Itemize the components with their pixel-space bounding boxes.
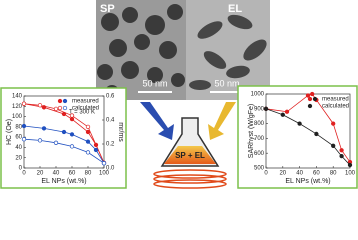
arrow: [208, 102, 236, 140]
legend-marker: [62, 105, 68, 111]
data-point: [314, 131, 319, 137]
x-tick-label: 0: [264, 171, 268, 177]
y-tick-label: 140: [12, 94, 23, 100]
y-axis-label: HC (Oe): [6, 119, 13, 145]
data-point: [69, 144, 75, 149]
flask: SP + EL: [153, 117, 227, 189]
graphical-abstract: SP 50 nm EL 50 nm SP + EL 0 20 40 60 80 10002…: [0, 0, 358, 189]
y2-tick-label: 0.4: [106, 118, 115, 124]
series-line: [23, 138, 105, 164]
data-point: [85, 124, 91, 130]
y-tick-label: 60: [15, 135, 22, 141]
legend-marker: [62, 98, 68, 104]
x-tick-label: 80: [330, 171, 337, 177]
data-point: [101, 161, 107, 166]
x-axis-label: EL NPs (wt.%): [41, 178, 86, 185]
data-point: [339, 154, 344, 159]
data-point: [21, 101, 27, 106]
tem-el: EL 50 nm: [186, 0, 270, 100]
x-tick-label: 100: [99, 171, 110, 177]
annotation: T = 300 K: [69, 110, 95, 116]
data-point: [331, 143, 336, 148]
series-line: [265, 93, 351, 163]
data-point: [263, 106, 269, 111]
y-tick-label: 800: [254, 121, 265, 127]
y2-tick-label: 0.0: [106, 166, 115, 172]
data-point: [85, 150, 91, 155]
legend-label: calculated: [72, 106, 99, 112]
legend-label: calculated: [322, 104, 349, 110]
data-point: [37, 103, 43, 108]
y-tick-label: 900: [254, 106, 265, 112]
tem-sp: SP 50 nm: [96, 0, 186, 100]
data-point: [284, 109, 290, 114]
chart-frame: [0, 87, 127, 189]
data-point: [69, 116, 75, 122]
y2-tick-label: 0.2: [106, 142, 115, 148]
x-tick-label: 80: [85, 171, 92, 177]
flask-label: SP + EL: [175, 151, 205, 160]
data-point: [339, 148, 344, 153]
y-tick-label: 500: [254, 166, 265, 172]
data-point: [305, 93, 311, 98]
legend-label: measured: [72, 99, 99, 105]
x-tick-label: 40: [53, 171, 60, 177]
y-tick-label: 120: [12, 104, 23, 110]
x-tick-label: 60: [313, 171, 320, 177]
legend-marker: [57, 105, 63, 111]
x-tick-label: 60: [69, 171, 76, 177]
data-point: [85, 129, 91, 135]
data-point: [53, 140, 59, 145]
data-point: [53, 106, 59, 112]
data-point: [347, 162, 353, 168]
image-label: EL: [228, 3, 242, 15]
plot-area: [23, 95, 105, 169]
scale-label: 50 nm: [214, 78, 239, 88]
arrow: [140, 102, 174, 140]
data-point: [21, 123, 27, 129]
image-label: SP: [100, 3, 115, 15]
x-tick-label: 40: [296, 171, 303, 177]
y-tick-label: 1000: [251, 92, 265, 98]
y-axis-label: SARhyst (W/gFe): [248, 104, 255, 158]
charts: 0 20 40 60 80 1000204060801001201400.00.20.40…: [6, 92, 356, 185]
data-point: [310, 91, 315, 97]
data-point: [280, 112, 285, 117]
legend-label: measured: [322, 97, 349, 103]
data-point: [85, 139, 91, 144]
legend-marker: [307, 103, 313, 109]
y-tick-label: 600: [254, 151, 265, 157]
x-tick-label: 20: [37, 171, 44, 177]
legend-marker: [312, 96, 318, 102]
data-point: [41, 126, 47, 131]
y-tick-label: 20: [15, 155, 22, 161]
legend-marker: [307, 96, 313, 102]
scale-label: 50 nm: [142, 78, 167, 88]
y-tick-label: 0: [19, 166, 23, 172]
data-point: [37, 138, 43, 143]
y-tick-label: 80: [15, 124, 22, 130]
series-line: [23, 103, 105, 164]
x-tick-label: 20: [279, 171, 286, 177]
data-point: [61, 129, 67, 135]
y2-axis-label: mr/ms: [117, 122, 124, 142]
y2-tick-label: 0.6: [106, 94, 115, 100]
x-tick-label: 100: [345, 171, 356, 177]
data-point: [331, 121, 336, 126]
data-point: [69, 113, 75, 118]
data-point: [93, 147, 99, 153]
legend-marker: [57, 98, 63, 104]
data-point: [297, 121, 302, 126]
y-tick-label: 40: [15, 145, 22, 151]
x-axis-label: EL NPs (wt.%): [285, 178, 330, 185]
x-tick-label: 0: [22, 171, 26, 177]
data-point: [69, 132, 75, 137]
y-tick-label: 100: [12, 114, 23, 120]
data-point: [21, 137, 27, 142]
y-tick-label: 700: [254, 136, 265, 142]
